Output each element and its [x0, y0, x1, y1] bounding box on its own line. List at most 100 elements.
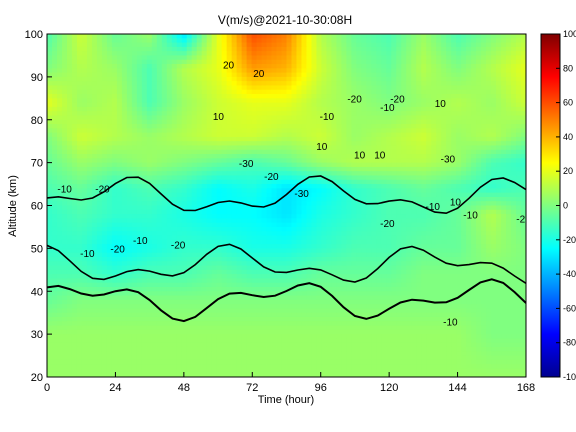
heatmap-cell [326, 162, 333, 168]
heatmap-cell [56, 179, 63, 185]
heatmap-cell [47, 196, 53, 202]
heatmap-cell [261, 209, 268, 215]
heatmap-cell [201, 214, 208, 219]
heatmap-cell [216, 209, 223, 215]
heatmap-cell [81, 248, 88, 254]
heatmap-cell [311, 239, 318, 245]
heatmap-cell [141, 231, 148, 237]
heatmap-cell [106, 102, 113, 108]
heatmap-cell [366, 149, 372, 155]
heatmap-cell [121, 102, 128, 108]
heatmap-cell [301, 166, 308, 172]
heatmap-cell [501, 55, 507, 61]
heatmap-cell [136, 46, 143, 52]
heatmap-cell [356, 38, 362, 44]
heatmap-cell [156, 222, 163, 228]
heatmap-cell [151, 55, 158, 61]
heatmap-cell [66, 192, 73, 198]
heatmap-cell [321, 128, 328, 134]
heatmap-cell [481, 192, 487, 198]
heatmap-cell [321, 68, 328, 74]
heatmap-cell [301, 51, 308, 57]
heatmap-cell [171, 171, 178, 177]
heatmap-cell [96, 115, 103, 121]
heatmap-cell [506, 209, 512, 215]
heatmap-cell [116, 209, 123, 215]
heatmap-cell [341, 55, 347, 61]
heatmap-cell [326, 51, 333, 57]
heatmap-cell [466, 115, 472, 121]
heatmap-cell [261, 226, 268, 232]
heatmap-cell [326, 38, 333, 44]
heatmap-cell [336, 124, 342, 129]
heatmap-cell [421, 38, 427, 44]
heatmap-cell [316, 128, 323, 134]
heatmap-cell [291, 166, 298, 172]
heatmap-cell [441, 119, 447, 125]
heatmap-cell [126, 124, 133, 129]
heatmap-cell [181, 46, 188, 52]
heatmap-cell [156, 201, 163, 207]
heatmap-cell [341, 166, 347, 172]
heatmap-cell [206, 222, 213, 228]
heatmap-cell [231, 38, 238, 44]
heatmap-cell [181, 94, 188, 99]
heatmap-cell [111, 72, 118, 78]
heatmap-cell [226, 115, 233, 121]
heatmap-cell [191, 205, 198, 211]
heatmap-cell [246, 192, 253, 198]
heatmap-cell [166, 196, 173, 202]
heatmap-cell [221, 192, 228, 198]
heatmap-cell [131, 89, 138, 95]
heatmap-cell [426, 89, 432, 95]
heatmap-cell [216, 179, 223, 185]
heatmap-cell [61, 256, 68, 262]
heatmap-cell [411, 192, 417, 198]
heatmap-cell [226, 162, 233, 168]
heatmap-cell [181, 252, 188, 258]
heatmap-cell [256, 72, 263, 78]
heatmap-cell [51, 55, 58, 61]
heatmap-cell [516, 72, 522, 78]
heatmap-cell [61, 132, 68, 138]
heatmap-cell [436, 38, 442, 44]
heatmap-cell [206, 68, 213, 74]
heatmap-cell [276, 231, 283, 237]
heatmap-cell [196, 102, 203, 108]
heatmap-cell [381, 158, 387, 164]
heatmap-cell [86, 248, 93, 254]
heatmap-cell [196, 145, 203, 151]
heatmap-cell [186, 64, 193, 69]
heatmap-cell [476, 248, 482, 254]
heatmap-cell [226, 149, 233, 155]
heatmap-cell [301, 72, 308, 78]
heatmap-cell [351, 42, 357, 48]
heatmap-cell [461, 85, 467, 91]
heatmap-cell [231, 132, 238, 138]
heatmap-cell [231, 179, 238, 185]
heatmap-cell [376, 175, 382, 181]
heatmap-cell [271, 179, 278, 185]
heatmap-cell [436, 149, 442, 155]
heatmap-cell [501, 111, 507, 117]
heatmap-cell [226, 94, 233, 99]
heatmap-cell [186, 94, 193, 99]
heatmap-cell [456, 106, 462, 112]
heatmap-cell [361, 141, 367, 147]
heatmap-cell [256, 166, 263, 172]
heatmap-cell [106, 162, 113, 168]
heatmap-cell [421, 46, 427, 52]
heatmap-cell [351, 85, 357, 91]
heatmap-cell [47, 81, 53, 87]
heatmap-cell [386, 98, 392, 104]
heatmap-cell [476, 252, 482, 258]
heatmap-cell [446, 51, 452, 57]
heatmap-cell [266, 145, 273, 151]
heatmap-cell [476, 38, 482, 44]
heatmap-cell [336, 235, 342, 241]
heatmap-cell [431, 136, 437, 142]
heatmap-cell [111, 145, 118, 151]
heatmap-cell [366, 102, 372, 108]
heatmap-cell [481, 132, 487, 138]
heatmap-cell [266, 179, 273, 185]
